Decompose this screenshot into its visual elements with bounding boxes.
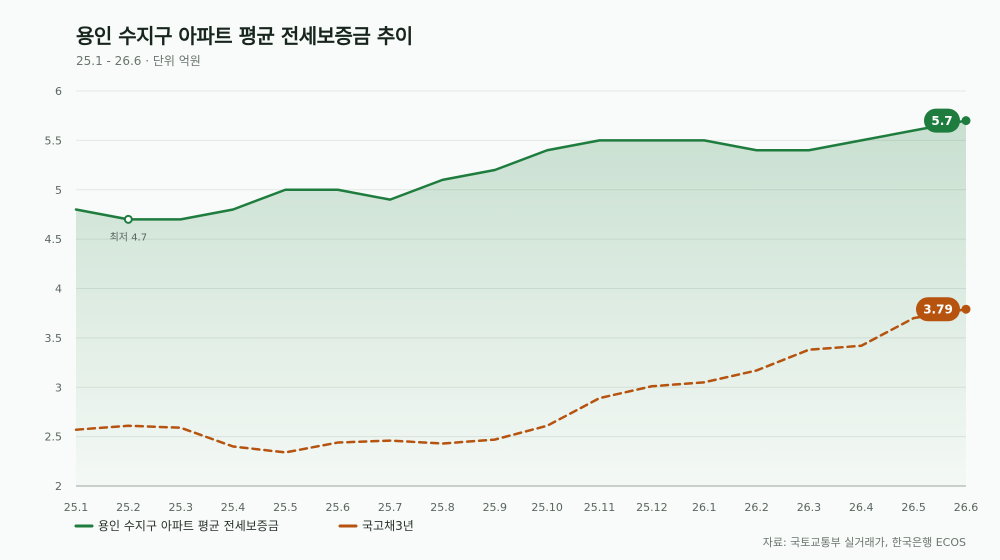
series-end-badge-1	[916, 297, 960, 322]
chart-subtitle: 25.1 - 26.6 · 단위 억원	[76, 54, 201, 68]
annotation-label: 최저 4.7	[110, 231, 147, 243]
legend-label-0: 용인 수지구 아파트 평균 전세보증금	[98, 519, 279, 533]
x-tick-label: 26.2	[744, 501, 769, 514]
y-tick-label: 5	[55, 184, 62, 197]
y-tick-label: 3	[55, 381, 62, 394]
source-note: 자료: 국토교통부 실거래가, 한국은행 ECOS	[762, 536, 966, 549]
series-line-0	[74, 119, 968, 221]
series-end-label-1: 3.79	[923, 303, 953, 317]
y-tick-label: 5.5	[45, 134, 63, 147]
series-end-badge-0	[924, 108, 960, 133]
legend-label-1: 국고채3년	[362, 519, 414, 533]
x-tick-label: 25.8	[430, 501, 455, 514]
x-tick-label: 25.6	[326, 501, 351, 514]
series-end-point-0	[961, 116, 971, 126]
y-tick-label: 4	[55, 283, 62, 296]
x-tick-label: 25.10	[531, 501, 563, 514]
series-area-fill	[76, 120, 966, 486]
x-tick-label: 25.12	[636, 501, 668, 514]
x-tick-label: 25.2	[116, 501, 141, 514]
y-tick-label: 2.5	[45, 431, 63, 444]
series-end-label-0: 5.7	[931, 114, 952, 128]
x-tick-label: 25.11	[584, 501, 616, 514]
y-tick-label: 3.5	[45, 332, 63, 345]
series-line-1	[74, 307, 968, 454]
x-tick-label: 26.6	[954, 501, 979, 514]
x-tick-label: 26.5	[901, 501, 926, 514]
x-tick-label: 25.3	[168, 501, 193, 514]
x-tick-label: 25.1	[64, 501, 89, 514]
x-tick-label: 26.4	[849, 501, 874, 514]
x-tick-label: 25.5	[273, 501, 298, 514]
y-tick-label: 2	[55, 480, 62, 493]
x-tick-label: 25.9	[483, 501, 508, 514]
x-tick-label: 26.1	[692, 501, 717, 514]
x-tick-label: 26.3	[797, 501, 822, 514]
y-tick-label: 6	[55, 85, 62, 98]
y-tick-label: 4.5	[45, 233, 63, 246]
chart-title: 용인 수지구 아파트 평균 전세보증금 추이	[76, 24, 413, 48]
series-end-point-1	[961, 304, 971, 314]
x-tick-label: 25.7	[378, 501, 403, 514]
annotation-marker	[123, 214, 133, 224]
x-tick-label: 25.4	[221, 501, 246, 514]
